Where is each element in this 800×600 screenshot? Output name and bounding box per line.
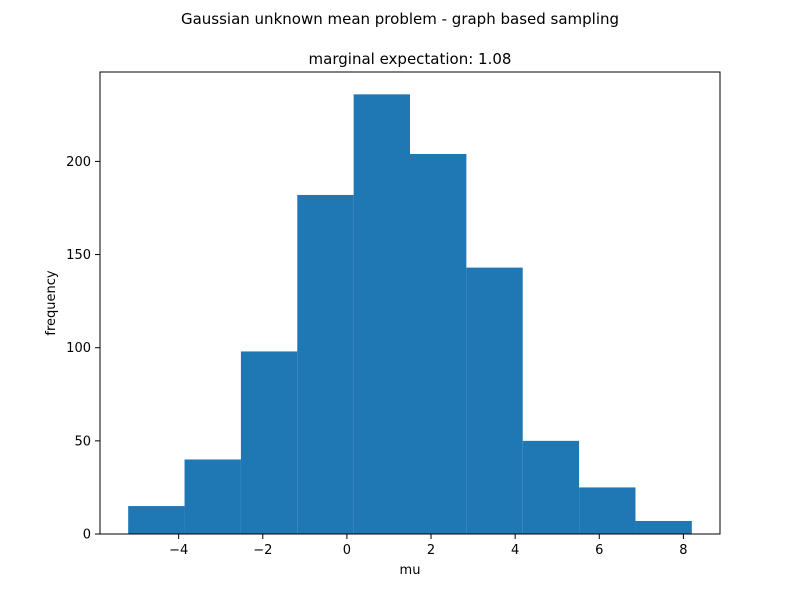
histogram-bar bbox=[466, 267, 523, 534]
histogram-bar bbox=[353, 94, 410, 535]
histogram-bar bbox=[297, 194, 354, 535]
bars-layer bbox=[128, 94, 692, 535]
histogram-bar bbox=[240, 351, 298, 534]
x-tick-label: 0 bbox=[343, 543, 351, 558]
histogram-bar bbox=[635, 520, 692, 534]
histogram-bar bbox=[522, 440, 580, 534]
x-axis-label: mu bbox=[400, 563, 421, 578]
y-axis-ticks: 0 50 100 150 200 bbox=[66, 155, 100, 543]
y-axis-label: frequency bbox=[44, 270, 59, 336]
histogram-bar bbox=[579, 487, 636, 534]
histogram-bar bbox=[410, 153, 467, 534]
y-tick-label: 50 bbox=[74, 434, 91, 449]
figure-suptitle: Gaussian unknown mean problem - graph ba… bbox=[181, 10, 619, 28]
y-tick-label: 150 bbox=[66, 248, 91, 263]
x-tick-label: −4 bbox=[169, 543, 188, 558]
x-tick-label: 8 bbox=[679, 543, 687, 558]
plot-frame bbox=[99, 71, 721, 535]
x-tick-label: 6 bbox=[595, 543, 603, 558]
x-tick-label: 2 bbox=[427, 543, 435, 558]
histogram-bar bbox=[184, 459, 241, 534]
x-tick-label: −2 bbox=[253, 543, 272, 558]
x-axis-ticks: −4 −2 0 2 4 6 8 bbox=[169, 534, 688, 558]
histogram-bar bbox=[128, 506, 185, 534]
y-tick-label: 100 bbox=[66, 341, 91, 356]
y-tick-label: 0 bbox=[83, 528, 91, 543]
x-tick-label: 4 bbox=[511, 543, 519, 558]
y-tick-label: 200 bbox=[66, 155, 91, 170]
chart-title: marginal expectation: 1.08 bbox=[309, 50, 512, 68]
